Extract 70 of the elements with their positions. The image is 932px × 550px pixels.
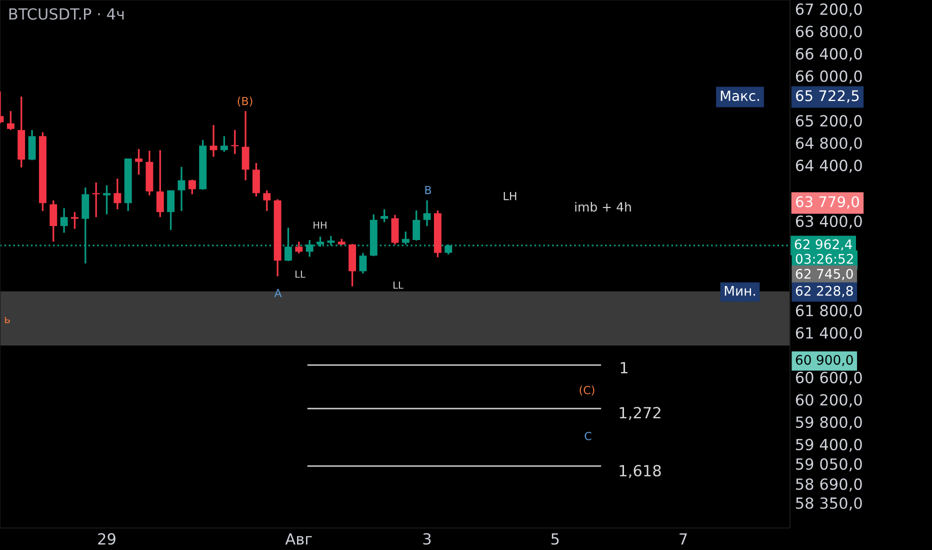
candlestick [6, 110, 14, 131]
candlestick [412, 210, 420, 242]
candlestick [220, 135, 228, 153]
candlestick [50, 200, 58, 243]
candlestick [103, 184, 110, 216]
candlestick [156, 149, 164, 218]
candlestick [252, 162, 260, 198]
candlestick [188, 178, 196, 196]
x-tick-label: Авг [285, 533, 312, 544]
y-tick-label: 59 050,0 [796, 458, 862, 472]
annotation: LL [296, 270, 306, 278]
y-tick-label: 60 600,0 [796, 372, 862, 385]
text: 65 722,5 [796, 90, 859, 103]
y-tick-label: 63 400,0 [796, 215, 862, 229]
y-tick-label: 61 400,0 [796, 327, 862, 340]
candlestick [231, 129, 239, 155]
candlestick [359, 252, 367, 274]
text: 62 228,8 [796, 286, 853, 298]
annotation: LL [394, 282, 404, 289]
candlestick [263, 189, 271, 212]
annotation: (B) [238, 96, 252, 107]
candlestick [242, 110, 250, 182]
y-tick-label: 58 350,0 [796, 497, 862, 510]
y-tick-label: 60 200,0 [796, 394, 862, 408]
candlestick [178, 166, 186, 212]
candlestick [423, 200, 431, 227]
ref-line-label: 62 962,4 [794, 239, 852, 251]
annotation: 1,618 [620, 464, 661, 478]
annotation: ь [5, 316, 10, 324]
x-tick-label: 29 [98, 533, 116, 545]
annotation: 1,272 [620, 406, 660, 420]
candlestick [135, 148, 143, 176]
annotation: LH [504, 192, 516, 200]
candlestick [167, 189, 175, 231]
candlestick [28, 129, 36, 162]
candlestick [210, 124, 218, 158]
annotation: C [584, 432, 592, 440]
annotation: B [425, 186, 432, 194]
y-tick-label: 64 400,0 [796, 160, 862, 173]
y-tick-label: 64 800,0 [796, 137, 862, 150]
annotation: 1 [620, 362, 628, 374]
y-tick-label: 65 200,0 [796, 115, 862, 128]
annotation: Макс. [720, 90, 759, 102]
annotation: Мин. [724, 286, 755, 296]
text: 63 779,0 [796, 196, 859, 209]
candlestick [70, 211, 78, 230]
candlestick [380, 208, 388, 223]
annotation: HH [314, 222, 326, 229]
y-tick-label: 58 690,0 [796, 478, 862, 492]
x-tick-label: 7 [680, 533, 687, 544]
y-tick-label: 67 200,0 [796, 3, 862, 17]
y-tick-label: 66 800,0 [796, 26, 862, 39]
y-tick-label: 66 000,0 [796, 70, 862, 84]
y-tick-label: 59 800,0 [796, 416, 862, 430]
x-tick-label: 5 [551, 533, 559, 545]
candlestick [114, 178, 122, 210]
y-tick-label: 59 400,0 [796, 438, 862, 452]
annotation: A [274, 288, 282, 298]
y-tick-label: 61 800,0 [796, 304, 862, 318]
annotation: imb + 4h [575, 202, 631, 212]
chart-title: BTCUSDT.P · 4ч [9, 8, 124, 20]
y-tick-label: 66 400,0 [796, 48, 862, 62]
text: 60 900,0 [796, 354, 853, 366]
x-tick-label: 3 [423, 533, 431, 545]
text: 62 745,0 [796, 268, 853, 280]
candlestick [60, 207, 68, 234]
candlestick [92, 182, 100, 218]
text: 03:26:52 [796, 254, 853, 264]
candlestick [295, 240, 303, 254]
annotation: (C) [580, 386, 594, 396]
